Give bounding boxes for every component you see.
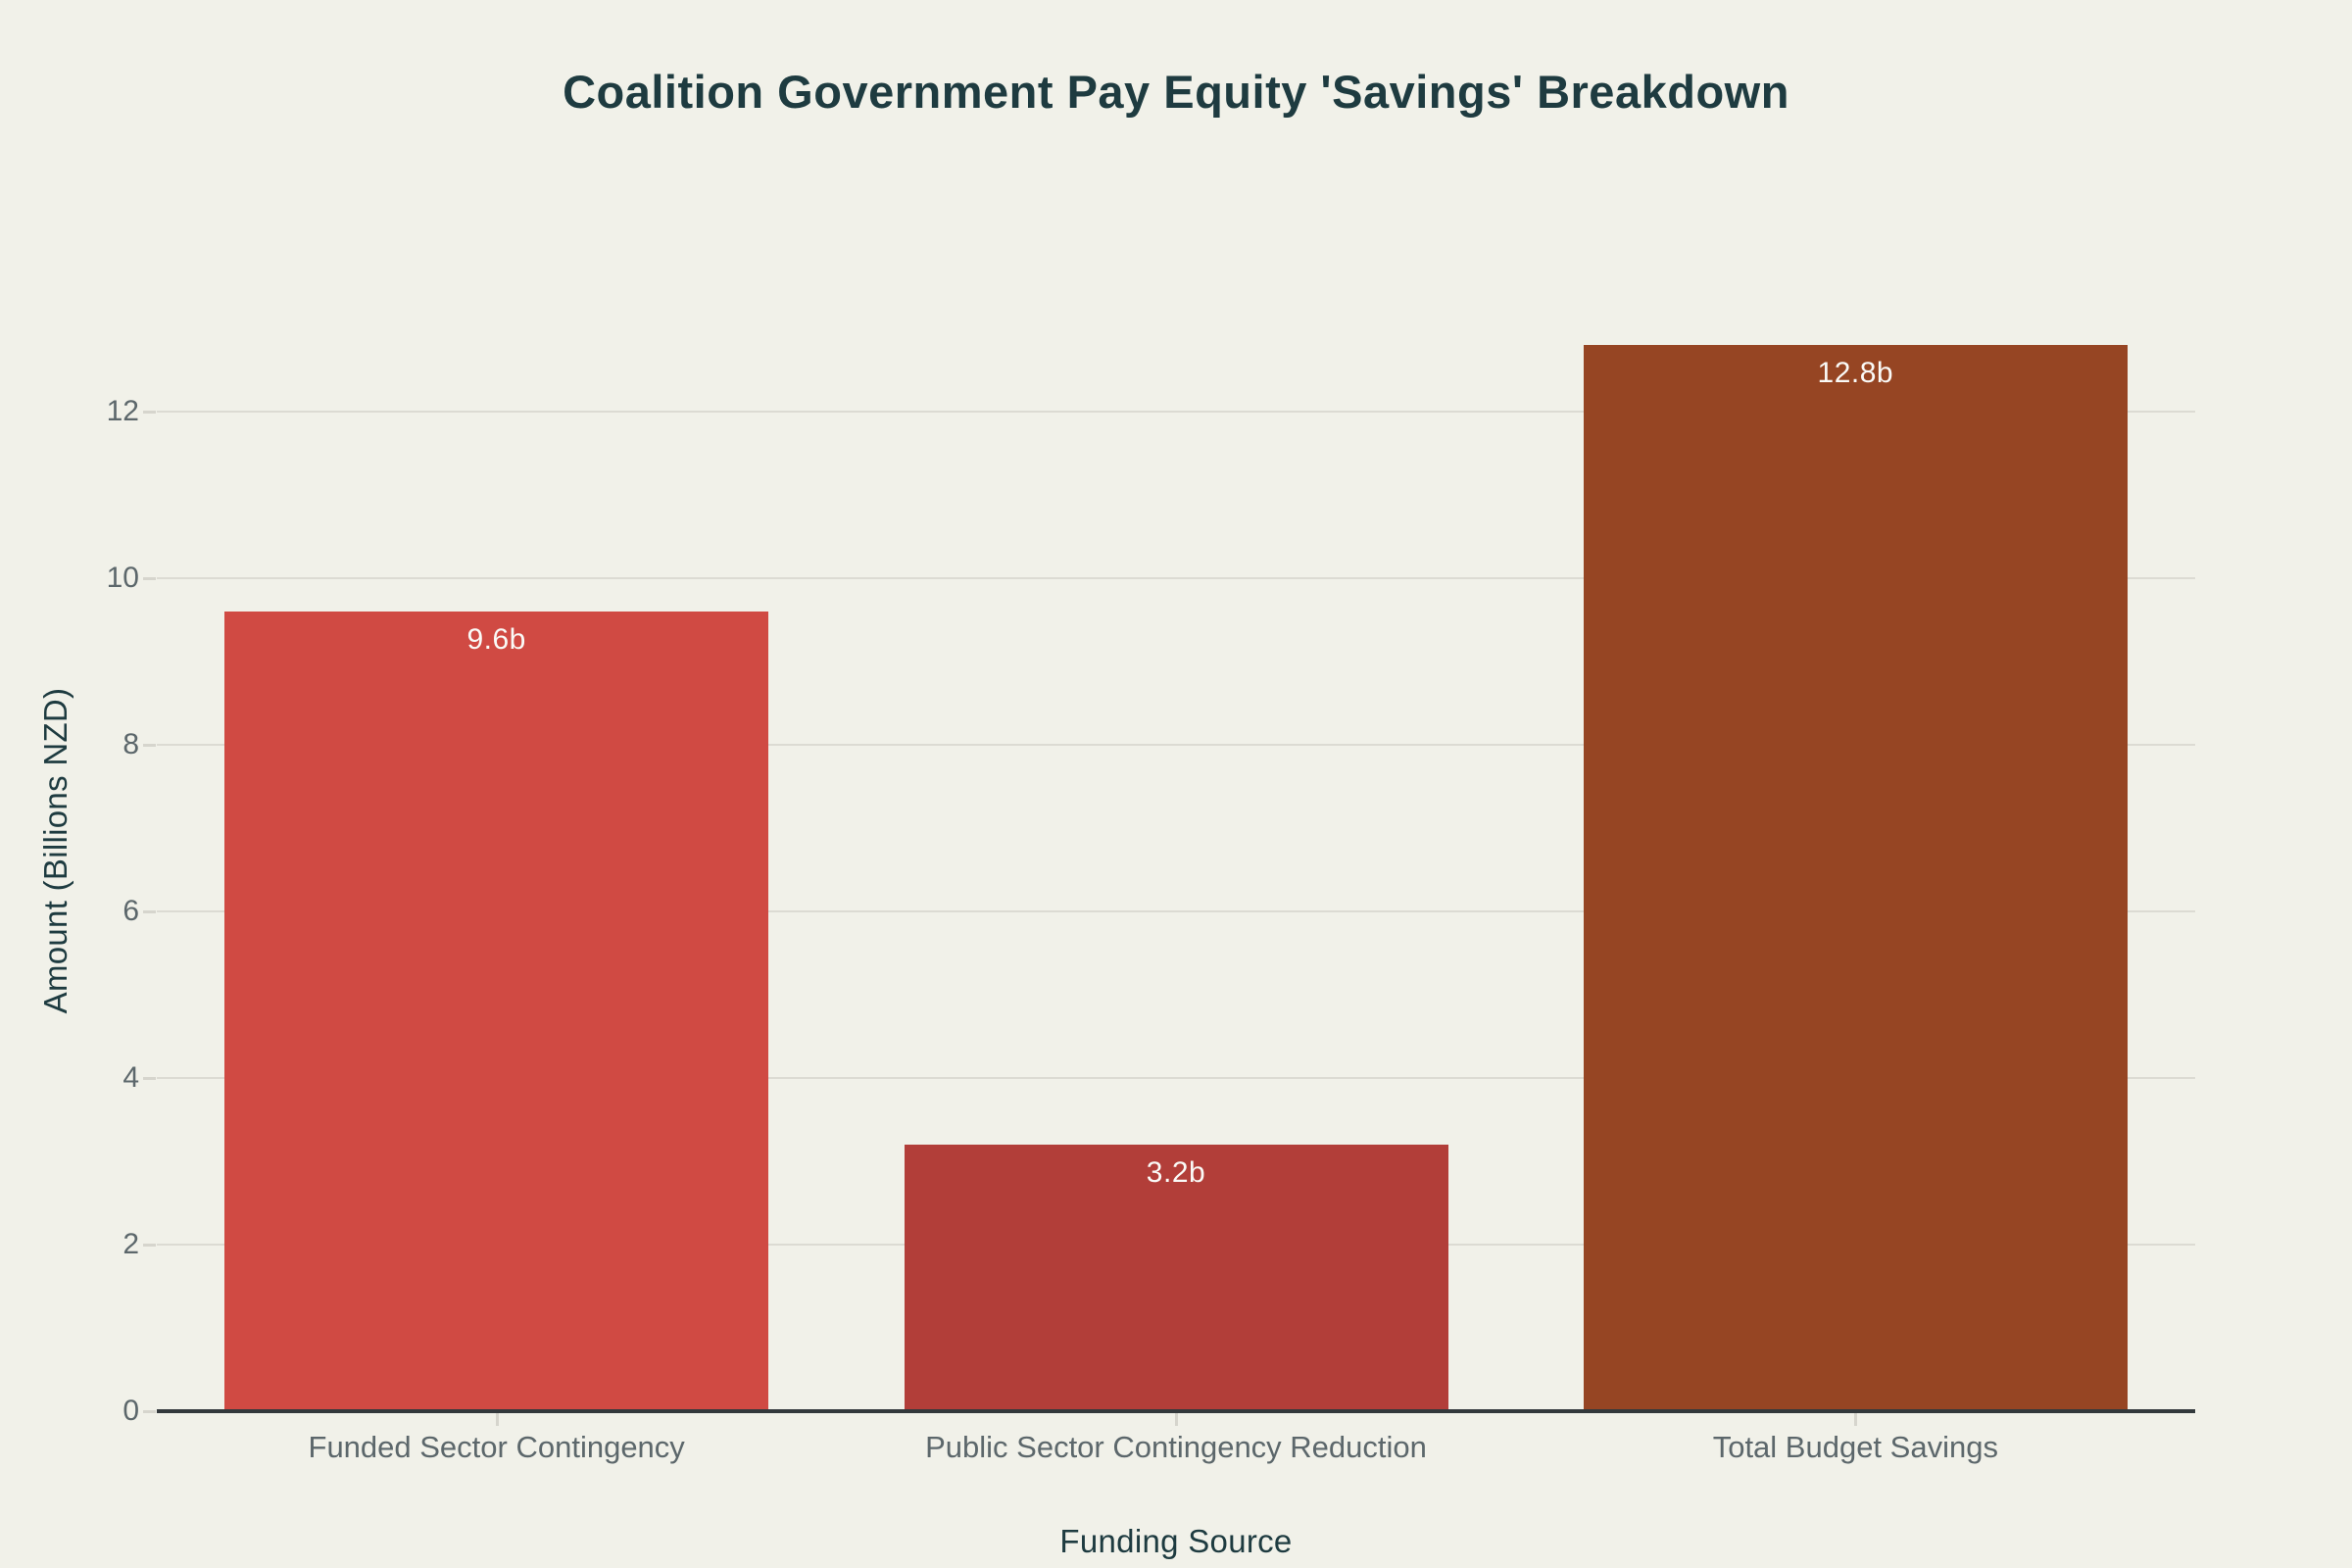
y-gridline (157, 910, 2195, 912)
y-tick-mark (143, 1244, 156, 1247)
y-tick-mark (143, 744, 156, 747)
y-gridline (157, 1077, 2195, 1079)
y-tick-label: 0 (122, 1395, 139, 1427)
x-axis-line (157, 1409, 2195, 1413)
bar-value-label: 12.8b (1817, 357, 1894, 389)
plot-area: 9.6b 3.2b 12.8b (157, 289, 2195, 1413)
x-tick-label: Public Sector Contingency Reduction (925, 1430, 1427, 1464)
x-tick-mark (495, 1413, 499, 1426)
x-tick-label: Total Budget Savings (1712, 1430, 1998, 1464)
chart-title: Coalition Government Pay Equity 'Savings… (563, 66, 1789, 118)
y-tick-label: 4 (122, 1061, 139, 1094)
bar-1[interactable]: 9.6b (224, 612, 769, 1411)
x-axis-title: Funding Source (1059, 1523, 1293, 1559)
y-tick-label: 2 (122, 1228, 139, 1260)
y-tick-label: 6 (122, 895, 139, 927)
bar-3[interactable]: 12.8b (1583, 345, 2128, 1411)
bar-value-label: 9.6b (466, 623, 526, 656)
y-tick-mark (143, 910, 156, 913)
bar-2[interactable]: 3.2b (904, 1145, 1448, 1411)
x-tick-mark (1854, 1413, 1858, 1426)
y-gridline (157, 411, 2195, 413)
y-tick-mark (143, 1410, 156, 1413)
y-gridline (157, 744, 2195, 746)
y-tick-mark (143, 1077, 156, 1080)
x-tick-label: Funded Sector Contingency (308, 1430, 685, 1464)
y-tick-label: 10 (106, 562, 139, 594)
y-tick-mark (143, 577, 156, 580)
y-tick-label: 8 (122, 728, 139, 760)
y-tick-mark (143, 411, 156, 414)
y-tick-label: 12 (106, 395, 139, 427)
bar-value-label: 3.2b (1146, 1156, 1206, 1189)
y-gridline (157, 577, 2195, 579)
x-tick-mark (1175, 1413, 1178, 1426)
